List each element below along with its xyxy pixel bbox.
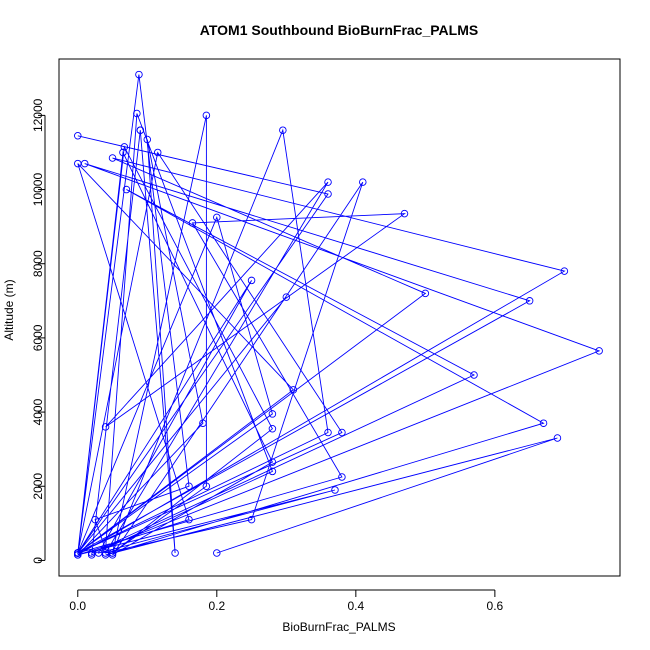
data-point (171, 549, 179, 557)
series-line (77, 74, 601, 556)
data-point (289, 386, 298, 394)
y-tick-label: 0 (31, 557, 45, 564)
x-axis: 0.0 0.2 0.4 0.6 (69, 589, 504, 613)
data-point (560, 267, 569, 275)
data-point (185, 515, 193, 524)
y-tick-label: 8000 (31, 250, 45, 277)
data-point (470, 371, 478, 379)
data-point (153, 148, 162, 157)
data-point (324, 428, 332, 437)
data-point (202, 482, 211, 490)
y-tick-label: 6000 (31, 324, 45, 351)
data-point (359, 178, 367, 186)
data-point (199, 419, 207, 427)
data-point (101, 545, 110, 554)
data-point (87, 551, 96, 559)
data-point (324, 190, 332, 198)
data-point (553, 434, 562, 442)
data-point (101, 551, 110, 559)
data-point (108, 154, 117, 162)
plot-area-frame (58, 58, 621, 577)
data-point (202, 111, 211, 120)
y-axis: 0 2000 4000 6000 8000 10000 12000 (31, 98, 46, 564)
data-point (122, 185, 131, 194)
data-point (400, 209, 409, 218)
data-point (74, 549, 82, 557)
data-point (268, 467, 277, 476)
data-point (268, 458, 277, 466)
data-point (143, 135, 152, 144)
data-point (338, 428, 346, 437)
data-point (101, 423, 110, 431)
data-point (268, 425, 277, 433)
series-lines (77, 74, 601, 556)
y-axis-label: Altitude (m) (2, 279, 16, 340)
data-point (421, 289, 430, 298)
data-point (247, 515, 256, 524)
data-point (185, 482, 193, 490)
data-point (136, 126, 145, 134)
data-point (133, 109, 141, 118)
data-point (80, 159, 89, 168)
data-point (120, 143, 129, 151)
data-point (188, 219, 197, 227)
y-tick-label: 2000 (31, 473, 45, 500)
data-point (247, 276, 256, 285)
x-tick-label: 0.6 (487, 599, 504, 613)
data-point (338, 473, 346, 481)
x-tick-label: 0.2 (208, 599, 225, 613)
data-point (525, 297, 534, 305)
data-point (87, 549, 96, 557)
series-points (74, 70, 603, 559)
chart-title: ATOM1 Southbound BioBurnFrac_PALMS (200, 22, 478, 38)
data-point (279, 126, 287, 134)
x-axis-label: BioBurnFrac_PALMS (282, 620, 395, 634)
data-point (119, 148, 127, 157)
x-tick-label: 0.4 (347, 599, 364, 613)
data-point (91, 515, 99, 524)
data-point (74, 551, 82, 559)
data-point (324, 178, 332, 186)
y-tick-label: 10000 (31, 173, 45, 207)
x-tick-label: 0.0 (69, 599, 86, 613)
data-point (539, 419, 548, 427)
y-tick-label: 4000 (31, 398, 45, 425)
data-point (135, 70, 143, 79)
data-point (595, 347, 603, 355)
data-point (213, 213, 221, 222)
data-point (74, 132, 82, 140)
data-point (268, 410, 277, 418)
data-point (213, 549, 221, 557)
data-point (282, 293, 291, 301)
y-tick-label: 12000 (31, 98, 45, 132)
data-point (331, 486, 339, 494)
